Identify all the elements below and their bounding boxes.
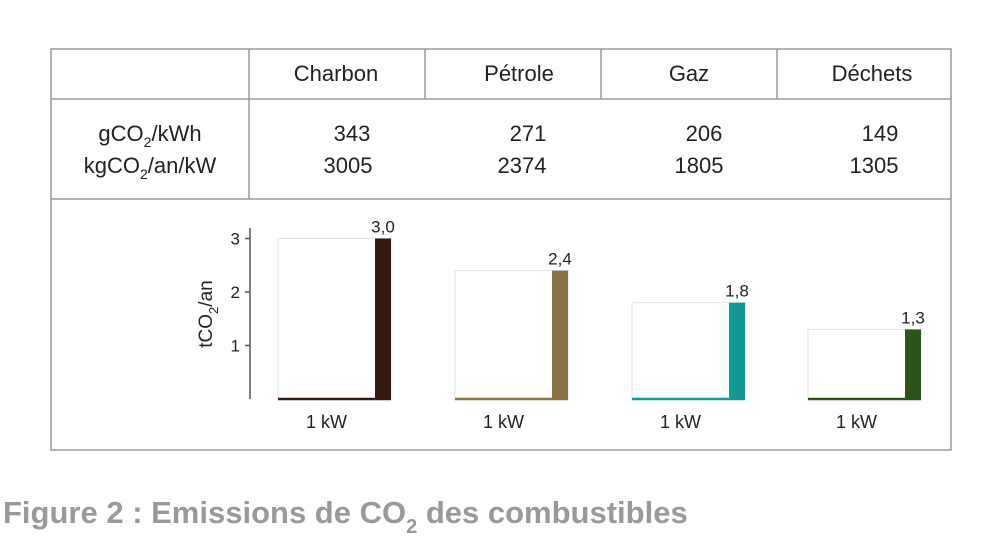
bar-outline-dechets (807, 328, 922, 400)
cell-value: 149 (862, 121, 899, 146)
bar-outline-petrole (454, 270, 569, 400)
cell-value: 343 (334, 121, 371, 146)
bar-dechets (905, 329, 921, 399)
row-label-kgco2-an-kw: kgCO2/an/kW (84, 153, 217, 182)
column-header-gaz: Gaz (669, 61, 709, 86)
bar-outline-gaz (631, 302, 746, 400)
y-tick-label: 3 (231, 230, 240, 249)
column-header-dechets: Déchets (832, 61, 913, 86)
bar-value-label: 3,0 (371, 218, 395, 237)
y-axis-label: tCO2/an (196, 280, 221, 347)
bar-value-label: 2,4 (548, 250, 572, 269)
bar-charbon (375, 238, 391, 399)
column-header-petrole: Pétrole (484, 61, 554, 86)
x-tick-label: 1 kW (836, 412, 877, 432)
cell-value: 2374 (498, 153, 547, 178)
x-tick-label: 1 kW (306, 412, 347, 432)
cell-value: 1805 (675, 153, 724, 178)
figure-caption: Figure 2 : Emissions de CO2 des combusti… (3, 495, 688, 538)
x-tick-label: 1 kW (483, 412, 524, 432)
cell-value: 271 (510, 121, 547, 146)
emissions-bar-chart: tCO2/an 1 2 3 3,0 1 kW 2,4 1 kW 1,8 1 kW 1,3 1 kW (196, 218, 925, 433)
cell-value: 3005 (324, 153, 373, 178)
data-table (50, 48, 952, 451)
y-tick-label: 2 (231, 283, 240, 302)
bar-petrole (552, 270, 568, 399)
bar-outline-charbon (277, 238, 392, 400)
y-tick-label: 1 (231, 337, 240, 356)
cell-value: 206 (686, 121, 723, 146)
bar-gaz (729, 302, 745, 399)
row-label-gco2-kwh: gCO2/kWh (98, 121, 201, 150)
bar-value-label: 1,3 (901, 308, 925, 327)
bar-value-label: 1,8 (725, 282, 749, 301)
x-tick-label: 1 kW (660, 412, 701, 432)
column-header-charbon: Charbon (294, 61, 378, 86)
cell-value: 1305 (850, 153, 899, 178)
